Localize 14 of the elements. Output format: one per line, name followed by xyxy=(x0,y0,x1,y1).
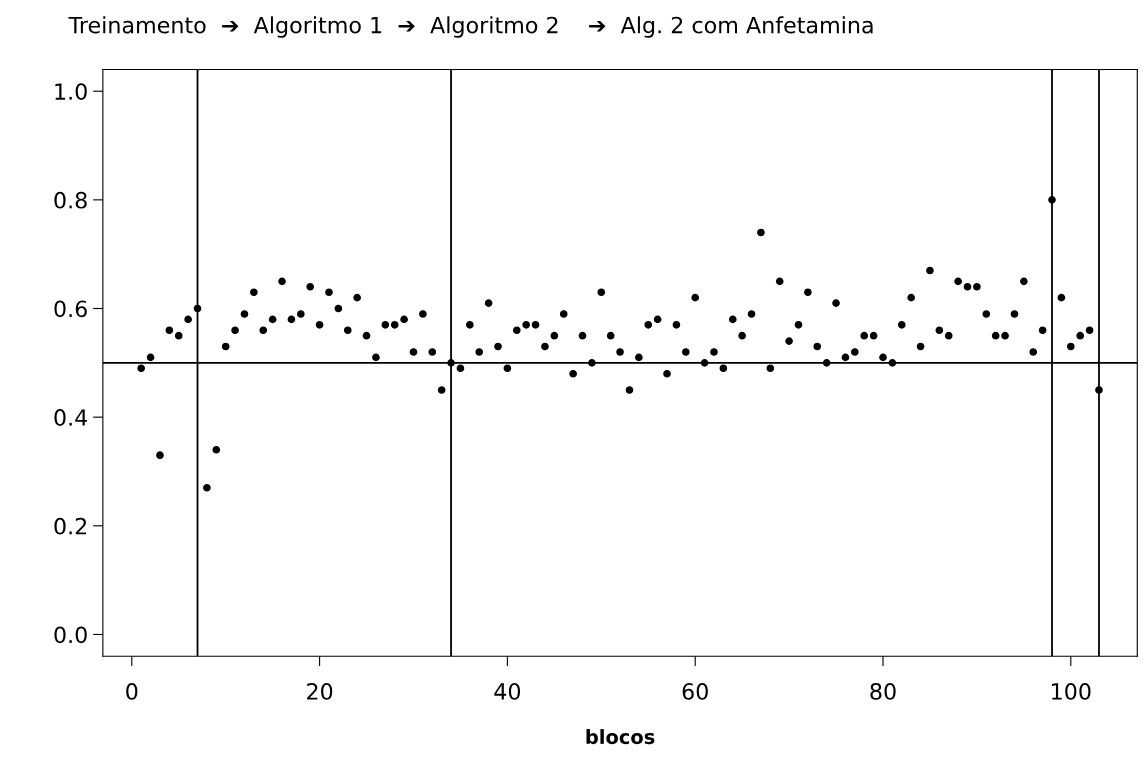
x-tick-label: 20 xyxy=(307,682,333,700)
y-tick-label: 0.0 xyxy=(54,626,87,644)
y-tick-label: 0.2 xyxy=(54,517,87,535)
x-tick-label: 100 xyxy=(1052,682,1091,700)
chart-title: Treinamento ➔ Algoritmo 1 ➔ Algoritmo 2 ➔ Alg. 2 com Anfetamina xyxy=(68,16,873,38)
y-tick-label: 1.0 xyxy=(55,83,87,100)
x-tick-label: 60 xyxy=(682,682,708,700)
x-tick-label: 0 xyxy=(126,682,138,700)
y-tick-label: 0.4 xyxy=(54,409,88,426)
y-tick-label: 0.8 xyxy=(54,191,87,209)
x-axis-title: blocos xyxy=(586,729,655,745)
y-tick-label: 0.6 xyxy=(54,300,87,318)
x-tick-label: 80 xyxy=(870,682,896,700)
x-tick-label: 40 xyxy=(494,682,521,700)
